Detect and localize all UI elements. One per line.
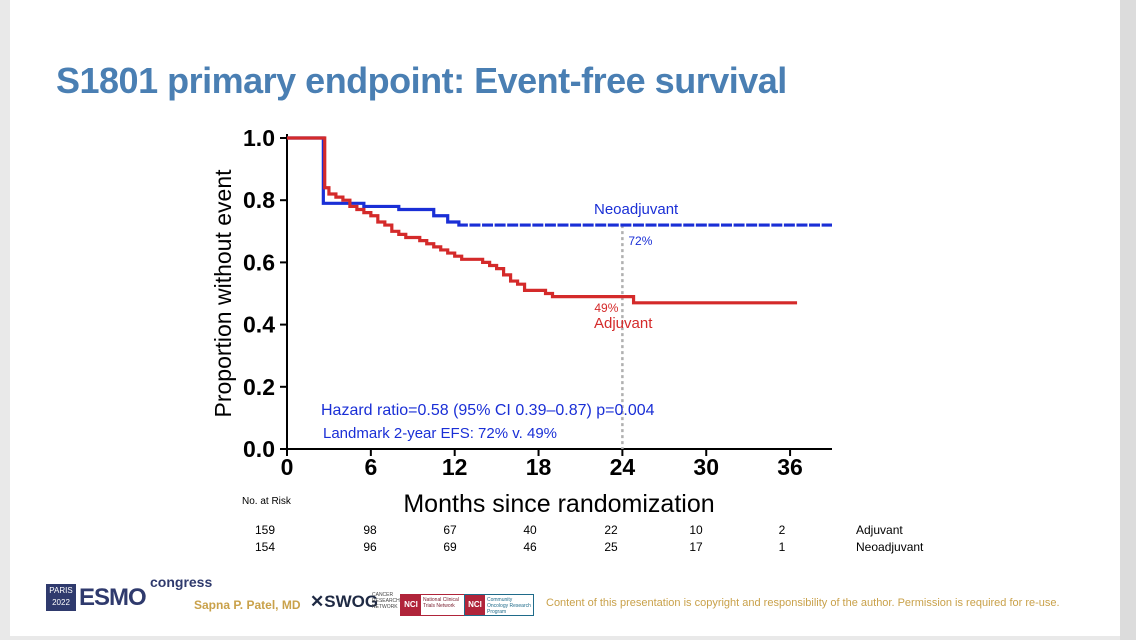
esmo-congress-logo: PARIS 2022 ESMO congress bbox=[46, 574, 212, 612]
y-tick-label: 0.4 bbox=[243, 312, 275, 338]
slide: S1801 primary endpoint: Event-free survi… bbox=[10, 0, 1120, 636]
y-axis-label: Proportion without event bbox=[210, 169, 236, 418]
swog-logo: ✕SWOG bbox=[310, 592, 379, 611]
x-tick-label: 30 bbox=[693, 454, 719, 480]
risk-table-cell: 25 bbox=[604, 540, 618, 554]
risk-table-row-label: Adjuvant bbox=[856, 523, 903, 537]
risk-table-cell: 17 bbox=[689, 540, 703, 554]
x-tick-label: 0 bbox=[281, 454, 294, 480]
y-tick-label: 0.2 bbox=[243, 374, 275, 400]
esmo-city-badge: PARIS 2022 bbox=[46, 584, 76, 611]
y-tick-label: 0.8 bbox=[243, 187, 275, 213]
risk-table: No. at Risk 159 98 67 40 22 10 2 Adjuvant 154 96 69… bbox=[242, 496, 924, 554]
y-tick-label: 0.0 bbox=[243, 436, 275, 462]
y-tick-label: 0.6 bbox=[243, 249, 275, 275]
risk-table-cell: 10 bbox=[689, 523, 703, 537]
risk-table-cell: 22 bbox=[604, 523, 618, 537]
y-tick-label: 1.0 bbox=[243, 125, 275, 151]
x-axis-label: Months since randomization bbox=[403, 490, 714, 518]
copyright-notice: Content of this presentation is copyrigh… bbox=[546, 597, 1060, 609]
risk-table-cell: 40 bbox=[523, 523, 537, 537]
landmark-value-adjuvant: 49% bbox=[594, 301, 618, 315]
risk-table-cell: 46 bbox=[523, 540, 537, 554]
x-tick-label: 36 bbox=[777, 454, 803, 480]
risk-table-cell: 96 bbox=[363, 540, 377, 554]
nci-ncorp-logo: NCI Community Oncology Research Program bbox=[464, 594, 534, 616]
risk-table-cell: 159 bbox=[255, 523, 275, 537]
chart-axes: 0.0 0.2 0.4 0.6 0.8 1.0 0 6 12 18 24 30 36 Months sin… bbox=[210, 125, 832, 518]
swog-subtitle: CANCER RESEARCH NETWORK bbox=[372, 592, 400, 610]
labels-group: Neoadjuvant Adjuvant 72% 49% Hazard ratio=0.… bbox=[321, 201, 679, 442]
risk-table-row-label: Neoadjuvant bbox=[856, 540, 924, 554]
x-tick-label: 6 bbox=[364, 454, 377, 480]
slide-title: S1801 primary endpoint: Event-free survi… bbox=[56, 60, 787, 101]
risk-table-cell: 67 bbox=[443, 523, 457, 537]
risk-table-header: No. at Risk bbox=[242, 496, 292, 507]
risk-table-cell: 2 bbox=[779, 523, 786, 537]
right-edge bbox=[1120, 0, 1136, 640]
x-tick-label: 24 bbox=[610, 454, 636, 480]
km-curve-adjuvant bbox=[287, 136, 798, 305]
x-tick-label: 12 bbox=[442, 454, 468, 480]
risk-table-cell: 98 bbox=[363, 523, 377, 537]
risk-table-cell: 69 bbox=[443, 540, 457, 554]
esmo-congress-text: congress bbox=[150, 574, 213, 590]
series-label-adjuvant: Adjuvant bbox=[594, 315, 653, 332]
landmark-efs-text: Landmark 2-year EFS: 72% v. 49% bbox=[323, 425, 557, 442]
esmo-wordmark: ESMO bbox=[79, 584, 147, 611]
series-group bbox=[287, 136, 832, 305]
series-label-neoadjuvant: Neoadjuvant bbox=[594, 201, 679, 218]
x-tick-label: 18 bbox=[526, 454, 552, 480]
landmark-value-neoadjuvant: 72% bbox=[628, 234, 652, 248]
risk-table-cell: 1 bbox=[779, 540, 786, 554]
presenter-name: Sapna P. Patel, MD bbox=[194, 598, 301, 612]
hazard-ratio-text: Hazard ratio=0.58 (95% CI 0.39–0.87) p=0… bbox=[321, 402, 655, 419]
nci-ctn-logo: NCI National Clinical Trials Network bbox=[400, 594, 468, 616]
risk-table-cell: 154 bbox=[255, 540, 275, 554]
